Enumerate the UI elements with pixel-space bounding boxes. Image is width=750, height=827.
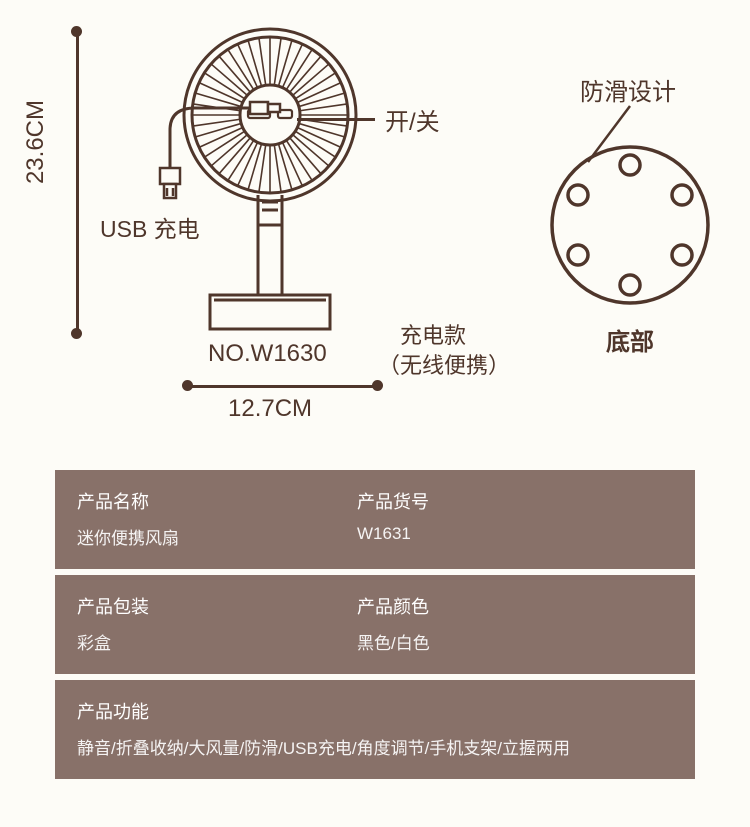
spec-cell-function: 产品功能 静音/折叠收纳/大风量/防滑/USB充电/角度调节/手机支架/立握两用 <box>55 680 695 779</box>
spec-label: 产品名称 <box>77 488 313 514</box>
spec-label: 产品货号 <box>357 488 673 514</box>
spec-cell-package: 产品包装 彩盒 <box>55 575 335 674</box>
width-dim-line <box>188 385 378 388</box>
antislip-callout-line <box>580 100 640 170</box>
spec-label: 产品功能 <box>77 698 673 724</box>
spec-value: 迷你便携风扇 <box>77 524 313 549</box>
width-dim-dot-right <box>372 380 383 391</box>
spec-value: 黑色/白色 <box>357 629 673 654</box>
height-dimension-label: 23.6CM <box>22 100 50 184</box>
switch-label: 开/关 <box>385 102 440 137</box>
spec-label: 产品包装 <box>77 593 313 619</box>
width-dim-dot-left <box>182 380 193 391</box>
variant-label-line1: 充电款 <box>400 318 466 350</box>
height-dim-line <box>76 32 79 334</box>
spec-value: 彩盒 <box>77 629 313 654</box>
variant-label-line2: （无线便携） <box>378 348 510 380</box>
spec-row-3: 产品功能 静音/折叠收纳/大风量/防滑/USB充电/角度调节/手机支架/立握两用 <box>55 680 695 779</box>
width-dimension-label: 12.7CM <box>228 395 312 423</box>
spec-cell-product-name: 产品名称 迷你便携风扇 <box>55 470 335 569</box>
bottom-view-label: 底部 <box>606 322 654 357</box>
spec-value: 静音/折叠收纳/大风量/防滑/USB充电/角度调节/手机支架/立握两用 <box>77 734 673 759</box>
switch-callout-line <box>297 118 375 121</box>
height-dim-dot-top <box>71 26 82 37</box>
height-dim-dot-bottom <box>71 328 82 339</box>
spec-label: 产品颜色 <box>357 593 673 619</box>
usb-charge-label: USB 充电 <box>100 210 200 244</box>
spec-table: 产品名称 迷你便携风扇 产品货号 W1631 产品包装 彩盒 产品颜色 黑色/白… <box>55 470 695 785</box>
model-number-label: NO.W1630 <box>208 340 327 368</box>
spec-cell-color: 产品颜色 黑色/白色 <box>335 575 695 674</box>
spec-cell-product-code: 产品货号 W1631 <box>335 470 695 569</box>
diagram-area: 23.6CM <box>0 0 750 460</box>
spec-row-1: 产品名称 迷你便携风扇 产品货号 W1631 <box>55 470 695 569</box>
usb-cable-drawing <box>130 60 310 200</box>
spec-value: W1631 <box>357 524 673 544</box>
spec-row-2: 产品包装 彩盒 产品颜色 黑色/白色 <box>55 575 695 674</box>
